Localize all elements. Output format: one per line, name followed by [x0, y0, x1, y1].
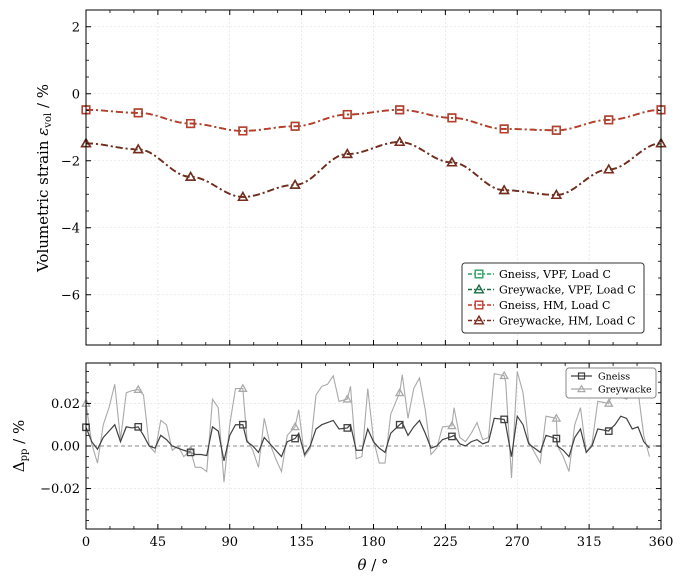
- bottom-data-point: [500, 415, 509, 424]
- top-data-point: [395, 105, 405, 115]
- top-y-axis-label: Volumetric strain εvol / %: [34, 84, 54, 273]
- top-legend-box: [461, 262, 645, 334]
- bottom-x-tick-label: 360: [649, 535, 674, 550]
- top-data-point: [498, 184, 510, 195]
- top-panel: 2 0 −2 −4 −6 Volumetric strain εvol / % Gnei…: [34, 9, 667, 346]
- bottom-x-tick-label: 270: [505, 535, 530, 550]
- bottom-x-tick-label: 180: [361, 535, 386, 550]
- top-y-tick-label: −6: [61, 288, 80, 303]
- bottom-data-point: [342, 394, 353, 403]
- top-data-point: [186, 119, 196, 129]
- top-data-point: [237, 191, 249, 201]
- bottom-series-lines: [85, 371, 651, 483]
- top-data-point: [132, 143, 144, 154]
- bottom-x-tick-label: 135: [289, 535, 314, 550]
- top-y-tick-label: 0: [72, 87, 80, 102]
- bottom-data-point: [290, 421, 300, 431]
- bottom-x-tick-label: 315: [577, 535, 602, 550]
- top-series-line-2: [85, 108, 662, 132]
- bottom-data-point: [603, 398, 614, 407]
- bottom-x-axis-label: θ / °: [357, 556, 388, 574]
- bottom-data-point: [551, 413, 562, 422]
- bottom-data-point: [604, 427, 613, 435]
- bottom-y-tick-label: 0.00: [51, 440, 80, 455]
- bottom-data-point: [499, 370, 509, 380]
- top-legend-label: Gneiss, VPF, Load C: [499, 268, 611, 281]
- bottom-series-markers: [81, 370, 614, 457]
- top-data-point: [603, 163, 615, 174]
- top-series-lines: [85, 108, 662, 198]
- bottom-series-line-1: [85, 371, 651, 483]
- bottom-data-point: [448, 432, 456, 441]
- top-legend-marker: [473, 283, 485, 294]
- bottom-data-point: [447, 420, 457, 430]
- top-data-point: [133, 108, 143, 118]
- bottom-data-point: [238, 383, 248, 392]
- top-data-point: [446, 156, 458, 167]
- bottom-x-tick-label: 0: [82, 535, 90, 550]
- bottom-legend-marker: [577, 384, 586, 393]
- bottom-y-tick-label: 0.02: [51, 397, 80, 412]
- top-data-point: [290, 121, 300, 131]
- top-legend-marker: [474, 269, 484, 279]
- top-legend: Gneiss, VPF, Load C Greywacke, VPF, Load …: [461, 262, 645, 334]
- top-data-point: [499, 124, 509, 134]
- top-legend-label: Gneiss, HM, Load C: [499, 299, 610, 312]
- bottom-series-line-0: [85, 414, 650, 462]
- bottom-x-tick-label: 45: [150, 535, 167, 550]
- top-y-tick-label: −2: [61, 154, 80, 169]
- top-legend-marker: [473, 314, 485, 325]
- top-data-point: [394, 136, 406, 147]
- bottom-data-point: [134, 422, 143, 431]
- bottom-x-tick-label: 225: [433, 535, 458, 550]
- bottom-legend: Gneiss Greywacke: [565, 367, 657, 399]
- bottom-axis-ticks: 0 45 90 135 180 225 270 315 360 0.02 0.00 −0.02: [40, 363, 673, 550]
- bottom-y-axis-label: Δpp / %: [10, 420, 30, 473]
- bottom-data-point: [343, 424, 352, 432]
- bottom-y-tick-label: −0.02: [40, 482, 80, 497]
- bottom-data-point: [552, 434, 561, 443]
- top-legend-label: Greywacke, HM, Load C: [499, 315, 635, 328]
- bottom-legend-label: Greywacke: [598, 385, 652, 396]
- top-data-point: [447, 113, 457, 123]
- bottom-data-point: [238, 420, 247, 429]
- top-data-point: [604, 115, 614, 125]
- bottom-x-tick-label: 90: [221, 535, 238, 550]
- top-y-tick-label: 2: [72, 20, 80, 35]
- top-data-point: [184, 170, 197, 181]
- bottom-legend-label: Gneiss: [598, 372, 630, 383]
- top-data-point: [289, 178, 301, 189]
- top-data-point: [551, 125, 561, 135]
- top-data-point: [238, 126, 248, 136]
- bottom-panel: 0 45 90 135 180 225 270 315 360 0.02 0.00 −0.02 Δpp…: [10, 362, 673, 574]
- top-legend-marker: [474, 300, 484, 310]
- bottom-legend-marker: [577, 372, 586, 380]
- bottom-data-point: [394, 387, 405, 397]
- bottom-data-point: [186, 448, 195, 457]
- top-y-tick-label: −4: [61, 221, 80, 236]
- top-data-point: [342, 109, 352, 120]
- top-legend-label: Greywacke, VPF, Load C: [499, 284, 636, 297]
- top-axis-ticks: 2 0 −2 −4 −6: [61, 9, 662, 345]
- top-data-point: [341, 148, 353, 159]
- bottom-data-point: [395, 420, 404, 429]
- top-data-point: [550, 189, 563, 199]
- bottom-data-point: [291, 434, 299, 443]
- bottom-data-point: [133, 384, 144, 394]
